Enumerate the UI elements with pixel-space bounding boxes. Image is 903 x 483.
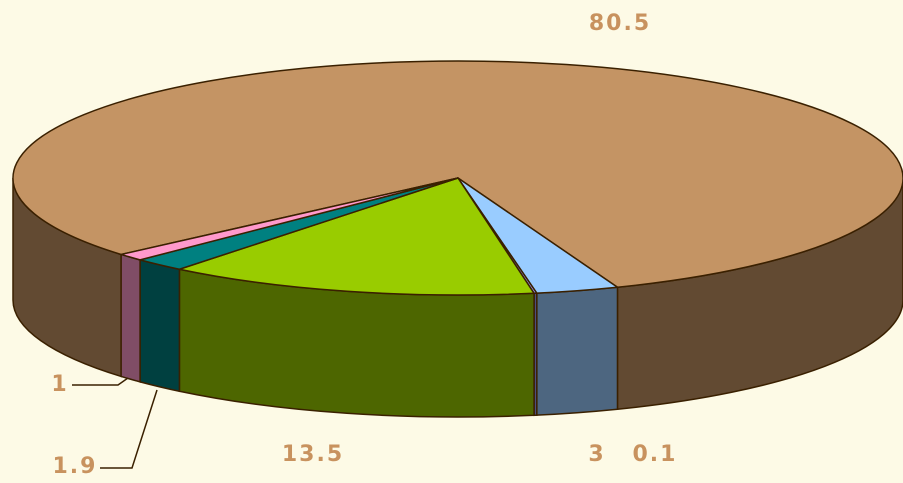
data-label: 3 xyxy=(588,442,605,467)
slice xyxy=(176,177,536,296)
slice-side xyxy=(536,286,619,416)
leader-line xyxy=(100,389,158,469)
pie xyxy=(12,60,903,418)
slice xyxy=(12,60,903,289)
data-label: 80.5 xyxy=(589,11,651,36)
data-label: 13.5 xyxy=(282,442,344,467)
slice-side xyxy=(139,258,181,393)
leader-line xyxy=(72,377,129,386)
labels: 80.5 3 0.1 13.5 1.9 1 xyxy=(51,11,678,479)
data-label: 1 xyxy=(51,372,68,397)
data-label: 1.9 xyxy=(53,454,98,479)
slice-side xyxy=(120,253,141,383)
data-label: 0.1 xyxy=(633,442,678,467)
slice xyxy=(118,177,459,261)
